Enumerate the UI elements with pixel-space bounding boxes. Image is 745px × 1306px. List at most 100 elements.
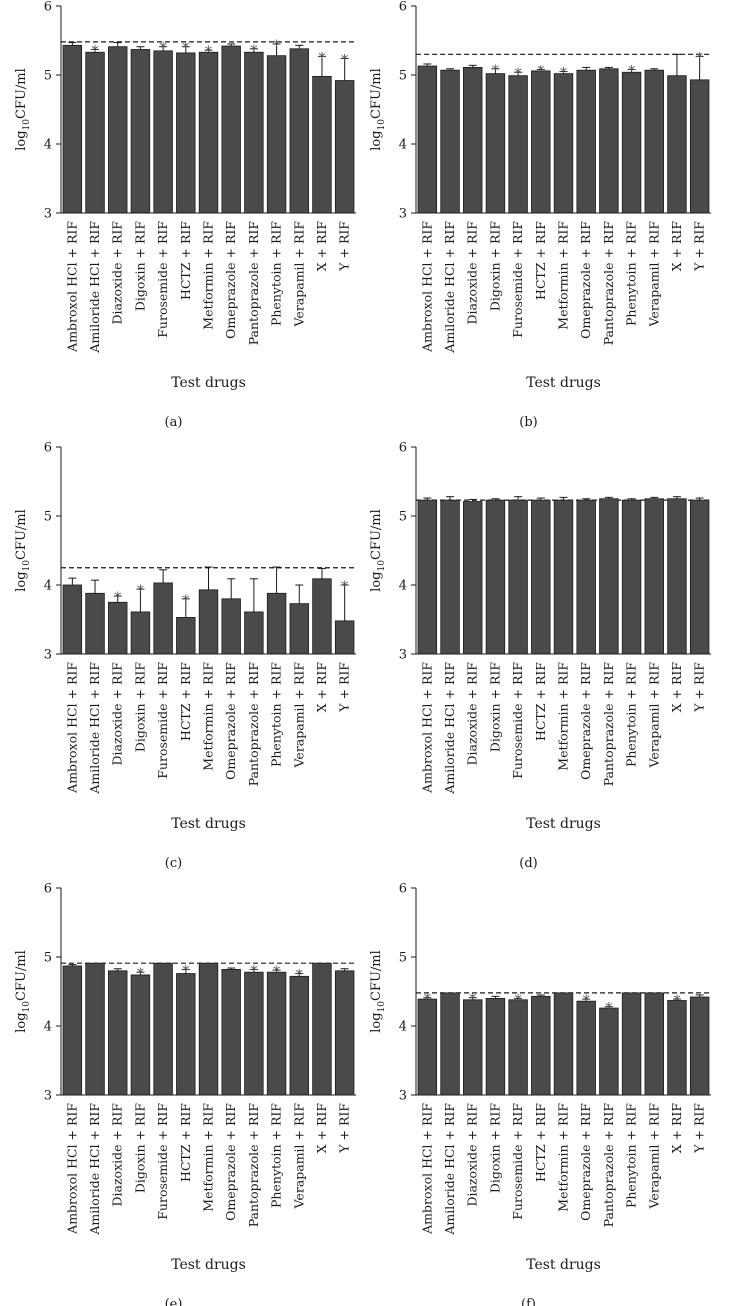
y-tick-label: 5: [399, 510, 407, 525]
category-label: Diazoxide + RIF: [110, 221, 125, 325]
bar: [108, 601, 128, 655]
x-axis-title: Test drugs: [526, 816, 601, 832]
y-axis-title: log10CFU/ml: [14, 950, 32, 1033]
category-label: Furosemide + RIF: [155, 662, 170, 779]
category-label: Pantoprazole + RIF: [246, 221, 261, 346]
bar: [531, 499, 551, 655]
y-axis-title: log10CFU/ml: [14, 68, 32, 151]
y-axis-title: log10CFU/ml: [14, 509, 32, 592]
bar: [289, 48, 309, 214]
category-label: Pantoprazole + RIF: [246, 662, 261, 787]
panel-label: (d): [519, 856, 537, 871]
category-label: Furosemide + RIF: [510, 221, 525, 338]
chart-panel: Ambroxol HCl + RIF Amiloride HCl + RIF Dia…: [369, 441, 711, 871]
bar: [85, 592, 105, 655]
bar: [644, 69, 664, 214]
bar: [62, 965, 83, 1096]
category-label: X + RIF: [669, 1103, 684, 1154]
category-label: Metformin + RIF: [556, 221, 571, 330]
bar: [508, 75, 528, 214]
category-label: Verapamil + RIF: [646, 1103, 661, 1210]
bar: [644, 992, 664, 1096]
category-label: X + RIF: [669, 662, 684, 713]
bar: [266, 592, 287, 655]
bar: [334, 970, 355, 1096]
significance-star: *: [696, 50, 703, 66]
category-label: Furosemide + RIF: [510, 662, 525, 779]
category-label: Verapamil + RIF: [291, 1103, 306, 1210]
category-label: Furosemide + RIF: [510, 1103, 525, 1220]
category-label: Verapamil + RIF: [646, 221, 661, 328]
category-label: Phenytoin + RIF: [269, 662, 284, 767]
bar: [463, 999, 483, 1096]
bar: [153, 962, 173, 1096]
y-tick-label: 6: [399, 441, 407, 456]
category-label: Digoxin + RIF: [487, 1103, 502, 1193]
y-tick-label: 3: [44, 207, 52, 222]
bar: [576, 1000, 596, 1096]
y-tick-label: 3: [44, 1089, 52, 1104]
bar: [667, 1000, 687, 1096]
category-label: HCTZ + RIF: [533, 221, 548, 300]
category-label: Verapamil + RIF: [291, 221, 306, 328]
category-label: HCTZ + RIF: [533, 1103, 548, 1182]
category-label: Digoxin + RIF: [132, 662, 147, 752]
significance-star: *: [92, 43, 99, 59]
category-label: Metformin + RIF: [201, 662, 216, 771]
category-label: Furosemide + RIF: [155, 1103, 170, 1220]
chart-panel: Ambroxol HCl + RIF * Amiloride HCl + RIF Di…: [14, 0, 356, 430]
category-label: Y + RIF: [337, 221, 352, 272]
bar: [440, 69, 460, 214]
y-tick-label: 3: [399, 648, 407, 663]
significance-star: *: [492, 63, 499, 79]
x-axis-title: Test drugs: [526, 1257, 601, 1273]
y-tick-label: 6: [44, 0, 52, 15]
y-tick-label: 4: [399, 138, 407, 153]
significance-star: *: [273, 964, 280, 980]
category-label: Digoxin + RIF: [132, 221, 147, 311]
bar: [485, 73, 506, 214]
y-tick-label: 4: [44, 579, 52, 594]
chart-panel: * Ambroxol HCl + RIF Amiloride HCl + RIF * D…: [369, 882, 711, 1306]
bar: [599, 1007, 619, 1096]
bar: [198, 962, 219, 1096]
category-label: Omeprazole + RIF: [578, 662, 593, 780]
significance-star: *: [182, 593, 189, 609]
significance-star: *: [137, 583, 144, 599]
category-label: HCTZ + RIF: [178, 1103, 193, 1182]
bar: [62, 584, 83, 655]
significance-star: *: [469, 992, 476, 1008]
category-label: Amiloride HCl + RIF: [442, 1103, 457, 1236]
significance-star: *: [250, 43, 257, 59]
significance-star: *: [341, 52, 348, 68]
bar: [531, 70, 551, 214]
category-label: Y + RIF: [692, 662, 707, 713]
x-axis-title: Test drugs: [171, 816, 246, 832]
panel-label: (f): [521, 1297, 536, 1306]
bar: [108, 970, 128, 1096]
y-tick-label: 5: [44, 69, 52, 84]
y-tick-label: 3: [44, 648, 52, 663]
bar: [244, 51, 264, 214]
category-label: Y + RIF: [337, 662, 352, 713]
category-label: Diazoxide + RIF: [110, 662, 125, 766]
category-label: Amiloride HCl + RIF: [87, 1103, 102, 1236]
y-tick-label: 6: [399, 882, 407, 897]
bar: [553, 992, 574, 1096]
bar: [198, 51, 219, 214]
bar: [485, 998, 506, 1096]
category-label: Omeprazole + RIF: [223, 1103, 238, 1221]
bar: [644, 498, 664, 655]
bar: [667, 498, 687, 655]
significance-star: *: [160, 41, 167, 57]
y-tick-label: 5: [44, 951, 52, 966]
significance-star: *: [137, 966, 144, 982]
significance-star: *: [515, 66, 522, 82]
bar: [153, 582, 173, 655]
significance-star: *: [182, 963, 189, 979]
y-tick-label: 4: [44, 138, 52, 153]
bar: [108, 46, 128, 214]
significance-star: *: [537, 63, 544, 79]
category-label: Ambroxol HCl + RIF: [64, 1103, 79, 1235]
